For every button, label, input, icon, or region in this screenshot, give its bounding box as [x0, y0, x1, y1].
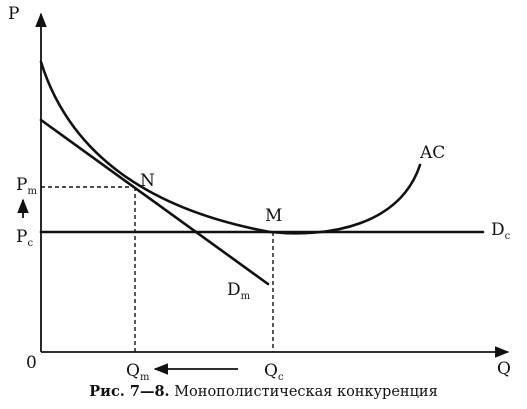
figure-caption: Рис. 7—8. Монополистическая конкуренция	[0, 383, 527, 400]
origin-label: 0	[26, 353, 37, 373]
x-axis-label: Q	[497, 359, 511, 379]
dc-curve-label: Dc	[491, 220, 511, 242]
figure-number: Рис. 7—8.	[89, 383, 170, 400]
pm-label: Pm	[16, 175, 37, 197]
point-m-label: M	[265, 206, 282, 226]
ac-curve	[39, 60, 422, 235]
figure-title: Монополистическая конкуренция	[174, 384, 438, 400]
pc-label: Pc	[16, 227, 33, 249]
point-n-label: N	[140, 171, 155, 191]
qc-label: Qc	[264, 361, 284, 383]
dm-curve-label: Dm	[227, 280, 251, 302]
dm-demand-line	[39, 118, 270, 286]
qm-label: Qm	[126, 361, 150, 383]
ac-curve-label: AC	[419, 143, 445, 163]
y-axis-label: P	[8, 4, 19, 24]
